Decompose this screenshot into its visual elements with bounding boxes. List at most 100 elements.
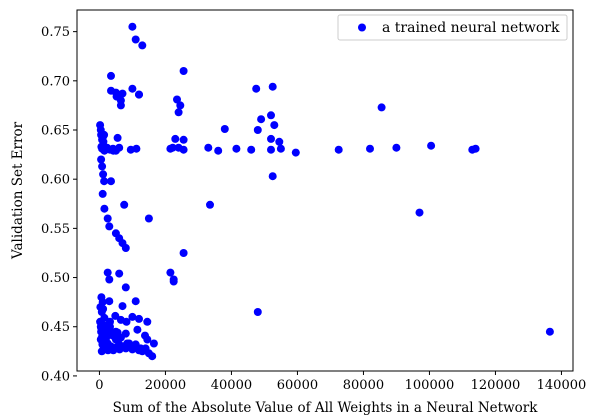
data-point [132,144,141,153]
data-point [179,145,188,154]
data-point [267,145,275,154]
data-point [100,204,109,213]
data-point [113,133,122,142]
data-point [136,344,145,353]
data-point [415,208,424,217]
data-point [115,269,124,278]
data-point [115,143,124,152]
data-point [179,135,188,144]
data-point [291,148,300,157]
data-point [133,325,142,334]
data-point [121,244,130,252]
data-point [122,317,131,326]
y-tick-label: 0.45 [41,320,70,335]
y-tick-label: 0.65 [41,124,70,139]
data-point [116,101,125,110]
data-point [135,314,143,323]
data-point [107,177,115,186]
data-point [179,249,188,257]
data-point [107,71,115,80]
data-point [135,90,143,99]
data-point [100,177,109,186]
data-point [257,115,266,124]
legend-marker [358,23,366,32]
data-point [171,134,180,143]
x-axis-label: Sum of the Absolute Value of All Weights… [113,400,539,416]
data-point [253,308,262,316]
data-point [427,141,436,150]
data-point [128,312,137,321]
data-point [121,329,130,338]
x-tick-label: 40000 [211,378,252,393]
data-point [276,144,285,153]
x-tick-label: 0 [95,378,103,393]
data-point [105,275,114,284]
data-point [109,146,118,155]
data-point [334,145,343,154]
data-point [99,305,108,313]
data-point [168,143,177,152]
data-point [103,268,112,277]
y-tick-label: 0.60 [41,173,70,188]
data-point [111,311,120,320]
data-point [144,214,153,223]
data-point [121,283,130,292]
data-point [267,134,275,143]
data-point [377,103,386,112]
data-point [103,214,112,223]
data-point [97,293,106,302]
x-tick-label: 120000 [471,378,521,393]
data-point [471,144,480,153]
data-point [98,162,107,171]
data-point [270,121,279,130]
data-point [105,222,114,231]
x-tick-label: 20000 [145,378,186,393]
data-point [97,155,106,164]
data-point [169,275,178,284]
y-axis-ticks: 0.40 0.45 0.50 0.55 0.60 0.65 0.70 0.75 [41,25,77,384]
data-point [149,339,158,348]
data-point [118,302,127,311]
points-layer [96,22,554,361]
data-point [128,84,137,93]
y-tick-label: 0.50 [41,271,70,286]
data-point [105,297,114,306]
data-point [99,137,108,146]
data-point [268,172,277,181]
data-point [366,144,374,153]
data-point [206,200,214,209]
data-point [267,111,275,120]
data-point [173,95,181,104]
data-point [131,297,140,306]
legend-entry-label: a trained neural network [382,20,560,36]
data-point [232,144,241,153]
y-tick-label: 0.40 [41,369,70,384]
axes-frame [76,9,574,372]
data-point [100,130,109,139]
data-point [106,317,114,326]
data-point [179,67,188,75]
data-point [102,330,110,339]
data-point [143,317,152,326]
data-point [252,84,261,93]
data-point [214,146,223,155]
data-point [204,143,213,152]
data-point [131,35,140,44]
data-point [128,22,137,31]
y-tick-label: 0.55 [41,222,70,237]
data-point [99,170,108,179]
data-point [268,82,277,91]
data-point [120,200,129,209]
data-point [247,145,256,154]
y-tick-label: 0.70 [41,74,70,89]
data-point [100,313,109,322]
x-tick-label: 80000 [343,378,384,393]
data-point [138,41,147,50]
data-point [545,327,554,336]
data-point [176,101,185,110]
data-point [118,89,127,98]
data-point [275,137,284,146]
data-point [253,126,262,134]
y-tick-label: 0.75 [41,25,70,40]
